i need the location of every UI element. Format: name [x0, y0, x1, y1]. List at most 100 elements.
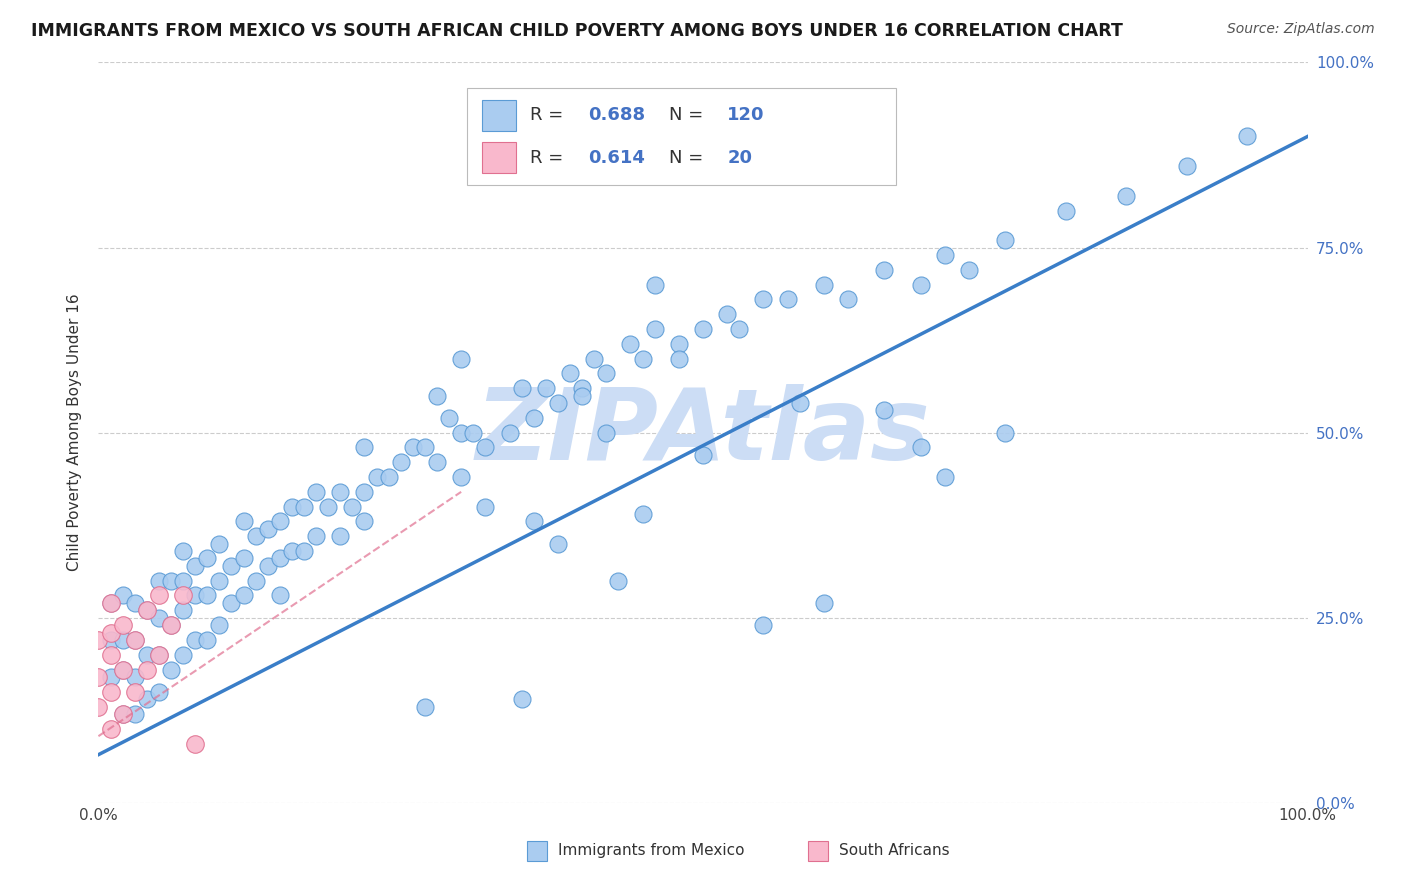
- Point: [124, 670, 146, 684]
- Point: [631, 351, 654, 366]
- Point: [329, 529, 352, 543]
- Point: [534, 381, 557, 395]
- Point: [87, 670, 110, 684]
- Point: [305, 529, 328, 543]
- Point: [837, 293, 859, 307]
- Point: [269, 515, 291, 529]
- Point: [402, 441, 425, 455]
- Point: [994, 233, 1017, 247]
- Point: [148, 610, 170, 624]
- Point: [353, 515, 375, 529]
- Point: [100, 596, 122, 610]
- Point: [195, 589, 218, 603]
- Point: [124, 706, 146, 721]
- Point: [607, 574, 630, 588]
- Point: [450, 351, 472, 366]
- Point: [281, 500, 304, 514]
- Point: [100, 596, 122, 610]
- Text: 0.614: 0.614: [588, 149, 645, 167]
- Point: [498, 425, 520, 440]
- Point: [256, 558, 278, 573]
- Point: [413, 441, 436, 455]
- Point: [148, 648, 170, 662]
- Point: [644, 277, 666, 292]
- Point: [474, 500, 496, 514]
- Point: [426, 388, 449, 402]
- Text: R =: R =: [530, 106, 569, 124]
- Point: [135, 648, 157, 662]
- Point: [160, 618, 183, 632]
- Point: [571, 388, 593, 402]
- Point: [135, 603, 157, 617]
- Point: [100, 648, 122, 662]
- Point: [292, 544, 315, 558]
- Point: [292, 500, 315, 514]
- Point: [148, 589, 170, 603]
- Text: R =: R =: [530, 149, 569, 167]
- Point: [873, 262, 896, 277]
- Text: IMMIGRANTS FROM MEXICO VS SOUTH AFRICAN CHILD POVERTY AMONG BOYS UNDER 16 CORREL: IMMIGRANTS FROM MEXICO VS SOUTH AFRICAN …: [31, 22, 1123, 40]
- Point: [232, 515, 254, 529]
- Text: 120: 120: [727, 106, 765, 124]
- Point: [305, 484, 328, 499]
- Point: [463, 425, 485, 440]
- Point: [329, 484, 352, 499]
- Point: [353, 484, 375, 499]
- Point: [160, 574, 183, 588]
- Point: [269, 551, 291, 566]
- Point: [474, 441, 496, 455]
- Point: [111, 706, 134, 721]
- Point: [221, 596, 243, 610]
- Point: [100, 685, 122, 699]
- Point: [281, 544, 304, 558]
- Text: N =: N =: [669, 106, 709, 124]
- Point: [160, 663, 183, 677]
- Point: [111, 706, 134, 721]
- Point: [148, 648, 170, 662]
- Point: [245, 529, 267, 543]
- Point: [595, 367, 617, 381]
- Text: South Africans: South Africans: [839, 844, 950, 858]
- Point: [752, 293, 775, 307]
- Point: [232, 589, 254, 603]
- Point: [135, 663, 157, 677]
- Point: [934, 248, 956, 262]
- Point: [547, 536, 569, 550]
- Point: [111, 632, 134, 647]
- Point: [523, 410, 546, 425]
- Point: [426, 455, 449, 469]
- Point: [910, 277, 932, 292]
- Point: [994, 425, 1017, 440]
- Point: [728, 322, 751, 336]
- Point: [583, 351, 606, 366]
- Point: [184, 632, 207, 647]
- Bar: [527, 841, 547, 861]
- Point: [172, 544, 194, 558]
- Point: [558, 367, 581, 381]
- Point: [100, 670, 122, 684]
- Point: [668, 351, 690, 366]
- Point: [1175, 159, 1198, 173]
- Point: [353, 441, 375, 455]
- Point: [208, 618, 231, 632]
- Point: [245, 574, 267, 588]
- Point: [111, 663, 134, 677]
- Bar: [482, 142, 516, 173]
- Point: [377, 470, 399, 484]
- Point: [789, 396, 811, 410]
- Point: [111, 589, 134, 603]
- Point: [910, 441, 932, 455]
- Point: [595, 425, 617, 440]
- Text: 0.688: 0.688: [588, 106, 645, 124]
- Point: [316, 500, 339, 514]
- Point: [631, 507, 654, 521]
- Point: [957, 262, 980, 277]
- Point: [269, 589, 291, 603]
- Point: [160, 618, 183, 632]
- Point: [776, 293, 799, 307]
- Point: [366, 470, 388, 484]
- Point: [1236, 129, 1258, 144]
- Point: [873, 403, 896, 417]
- Point: [437, 410, 460, 425]
- Text: Source: ZipAtlas.com: Source: ZipAtlas.com: [1227, 22, 1375, 37]
